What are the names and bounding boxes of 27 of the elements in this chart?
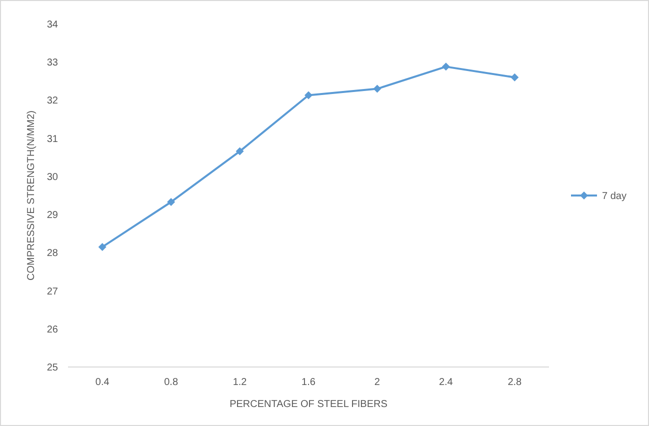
y-tick-label: 31 (46, 134, 58, 145)
point (510, 73, 519, 82)
y-tick-label: 25 (46, 362, 58, 374)
y-axis-title: COMPRESSIVE STRENGTH(N/MM2) (26, 110, 37, 281)
x-tick-label: 2.8 (508, 377, 522, 388)
legend-label: 7 day (602, 191, 626, 202)
x-tick-label: 2.4 (438, 377, 454, 388)
point (167, 198, 176, 206)
point (236, 147, 244, 156)
point (373, 84, 382, 93)
y-tick-label: 28 (46, 248, 58, 260)
y-tick-label: 30 (46, 172, 58, 183)
x-tick-label: 1.6 (302, 377, 316, 388)
y-tick-label: 29 (46, 210, 58, 222)
x-tick-label: 0.4 (95, 377, 110, 388)
x-tick-label: 2 (374, 377, 380, 388)
y-tick-label: 34 (46, 20, 58, 30)
y-tick-label: 32 (46, 96, 58, 107)
point (304, 91, 312, 100)
x-axis-title: PERCENTAGE OF STEEL FIBERS (230, 399, 388, 410)
point (98, 242, 106, 251)
x-tick-label: 1.2 (232, 377, 248, 388)
y-tick-label: 26 (46, 324, 58, 336)
y-tick-label: 33 (46, 58, 58, 69)
y-tick-label: 27 (46, 286, 58, 298)
point (442, 62, 450, 71)
x-tick-label: 0.8 (164, 377, 178, 388)
